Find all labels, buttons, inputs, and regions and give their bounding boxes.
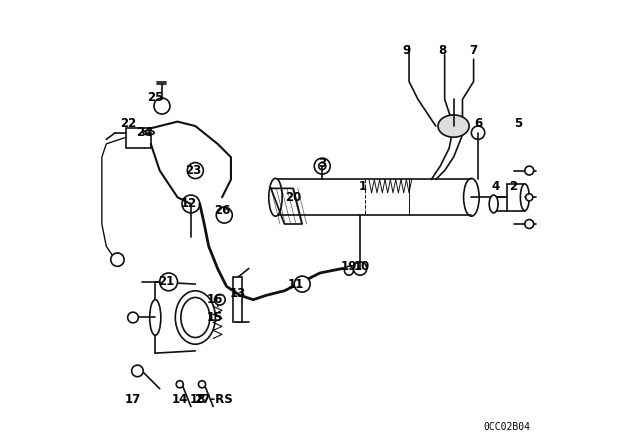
Text: 5: 5 [514,117,522,130]
Circle shape [176,381,183,388]
Text: 3: 3 [318,157,326,170]
Text: 14: 14 [172,393,188,406]
Bar [126,128,151,148]
Circle shape [525,194,533,201]
Circle shape [525,220,533,228]
Circle shape [111,253,124,266]
Circle shape [344,266,353,275]
Ellipse shape [463,178,479,216]
Ellipse shape [150,300,161,335]
Circle shape [353,262,367,275]
Text: 13: 13 [230,287,246,300]
Ellipse shape [489,195,498,213]
Text: 6: 6 [474,117,482,130]
Circle shape [154,98,170,114]
Circle shape [525,166,534,175]
Text: 25: 25 [147,90,163,103]
Text: 7: 7 [470,44,477,57]
Ellipse shape [181,297,210,337]
Text: 1: 1 [358,180,366,193]
Circle shape [319,163,326,170]
Text: 18: 18 [189,393,205,406]
Text: 10: 10 [354,260,371,273]
Text: 8: 8 [438,44,447,57]
Circle shape [314,158,330,174]
Circle shape [525,220,534,228]
Text: 20: 20 [285,191,301,204]
Text: 0CC02B04: 0CC02B04 [483,422,531,431]
Ellipse shape [143,130,154,135]
Text: 21: 21 [158,276,175,289]
Text: 11: 11 [287,278,303,291]
Circle shape [160,273,177,291]
Circle shape [198,381,205,388]
Circle shape [188,163,204,179]
Ellipse shape [175,291,216,344]
Circle shape [132,365,143,377]
Text: 24: 24 [136,126,152,139]
Ellipse shape [520,184,529,211]
Text: 19: 19 [340,260,357,273]
Text: 22: 22 [120,117,137,130]
Text: 17: 17 [125,393,141,406]
Bar [233,277,242,322]
Text: 12: 12 [180,198,196,211]
Circle shape [127,312,138,323]
Circle shape [294,276,310,292]
Text: 23: 23 [185,164,201,177]
Text: 2: 2 [509,180,518,193]
Text: 4: 4 [492,180,500,193]
Text: 16: 16 [207,293,223,306]
Circle shape [525,167,533,174]
Text: 27-RS: 27-RS [194,393,232,406]
Text: 15: 15 [207,311,223,324]
Text: 9: 9 [403,44,411,57]
Ellipse shape [269,178,282,216]
Ellipse shape [438,115,469,137]
Circle shape [214,294,225,305]
Circle shape [182,195,200,213]
Circle shape [472,126,484,139]
Circle shape [216,207,232,223]
Text: 26: 26 [214,204,230,217]
